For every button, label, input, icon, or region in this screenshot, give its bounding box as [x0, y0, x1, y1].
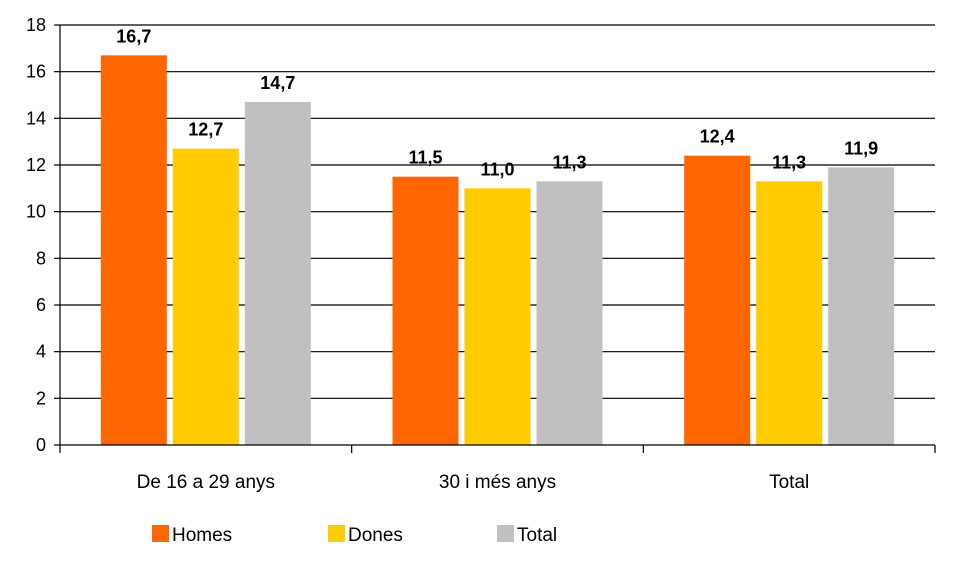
data-label: 12,7 — [188, 120, 223, 140]
bar-homes-2 — [684, 155, 751, 445]
y-tick-label: 0 — [36, 435, 46, 455]
data-label: 16,7 — [116, 26, 151, 46]
legend-swatch-homes — [152, 525, 169, 542]
bar-homes-1 — [392, 176, 459, 445]
legend-label-homes: Homes — [172, 525, 232, 546]
bar-dones-2 — [756, 181, 823, 446]
data-label: 11,3 — [552, 152, 586, 172]
x-category-labels: De 16 a 29 anys 30 i més anys Total — [137, 472, 810, 493]
bar-dones-1 — [464, 188, 531, 446]
axes — [54, 24, 936, 453]
legend-label-dones: Dones — [348, 525, 403, 546]
y-tick-label: 14 — [26, 108, 46, 128]
y-tick-labels: 0 2 4 6 8 10 12 14 16 18 — [26, 15, 46, 455]
legend-swatch-total — [497, 525, 514, 542]
data-label: 11,9 — [844, 138, 878, 158]
bar-total-2 — [828, 167, 895, 446]
y-tick-label: 18 — [26, 15, 46, 35]
category-label: De 16 a 29 anys — [137, 472, 275, 493]
y-tick-label: 6 — [36, 295, 46, 315]
legend: Homes Dones Total — [152, 525, 557, 546]
bar-homes-0 — [100, 55, 167, 445]
data-labels: 16,7 12,7 14,7 11,5 11,0 11,3 12,4 11,3 11,9 — [116, 26, 878, 179]
y-tick-label: 2 — [36, 388, 46, 408]
bars — [100, 55, 895, 446]
bar-total-0 — [244, 102, 311, 445]
data-label: 14,7 — [260, 73, 295, 93]
data-label: 11,5 — [408, 148, 442, 168]
y-tick-label: 12 — [26, 155, 46, 175]
legend-swatch-dones — [328, 525, 345, 542]
data-label: 11,0 — [480, 159, 514, 179]
y-tick-label: 16 — [26, 62, 46, 82]
bar-dones-0 — [172, 148, 239, 445]
y-tick-label: 4 — [36, 342, 46, 362]
data-label: 12,4 — [700, 127, 735, 147]
data-label: 11,3 — [772, 152, 806, 172]
bar-total-1 — [536, 181, 603, 446]
legend-label-total: Total — [517, 525, 557, 546]
y-tick-label: 10 — [26, 202, 46, 222]
category-label: 30 i més anys — [439, 472, 556, 493]
y-tick-label: 8 — [36, 248, 46, 268]
category-label: Total — [769, 472, 809, 493]
